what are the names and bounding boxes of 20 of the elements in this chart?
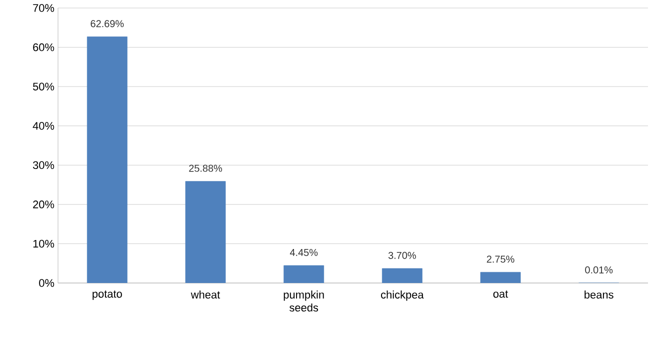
y-tick-label: 0% [39, 279, 54, 287]
data-label: 0.01% [585, 266, 613, 274]
y-tick-label: 20% [33, 200, 54, 208]
y-tick-label: 50% [32, 82, 54, 90]
x-tick-label: beans [584, 290, 614, 299]
data-label: 25.88% [189, 164, 222, 172]
x-tick-label: pumpkin seeds [284, 290, 324, 312]
x-tick-label: chickpea [381, 290, 424, 301]
x-tick-label: oat [493, 290, 508, 298]
data-label: 2.75% [486, 256, 514, 263]
y-tick-label: 60% [33, 43, 54, 52]
x-tick-label: potato [92, 290, 122, 300]
y-tick-label: 30% [32, 161, 54, 170]
y-tick-label: 40% [32, 122, 54, 130]
y-tick-label: 70% [33, 4, 54, 12]
y-tick-label: 10% [33, 240, 54, 248]
data-label: 3.70% [388, 252, 416, 259]
data-label: 62.69% [90, 20, 124, 28]
data-label: 4.45% [290, 248, 318, 256]
x-tick-label: wheat [190, 290, 220, 299]
